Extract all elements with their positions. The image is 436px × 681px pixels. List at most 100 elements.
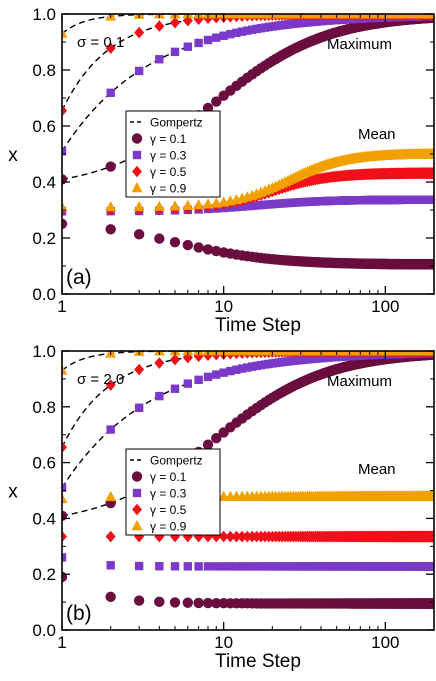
data-point: [218, 530, 229, 543]
gompertz-fit-line: [62, 351, 188, 372]
y-tick-label: 1.0: [32, 342, 56, 361]
panel-label: (a): [66, 266, 92, 289]
legend-label: γ = 0.9: [150, 520, 187, 534]
data-point: [211, 597, 222, 609]
legend: Gompertz γ = 0.1 γ = 0.3 γ = 0.5 γ = 0.9: [125, 110, 221, 198]
legend-entry: γ = 0.1: [131, 132, 187, 146]
data-point: [211, 433, 222, 444]
data-point: [169, 597, 181, 608]
data-point: [134, 561, 144, 571]
data-point: [155, 391, 164, 401]
series-mean-square: [62, 553, 434, 571]
data-point: [237, 202, 247, 211]
x-tick-label: 10: [214, 297, 233, 316]
data-point: [243, 363, 252, 372]
data-point: [428, 14, 434, 19]
gompertz-fit-line: [62, 19, 188, 111]
data-point: [232, 365, 241, 374]
data-point: [212, 33, 221, 42]
data-point: [182, 597, 194, 608]
data-point: [154, 233, 165, 244]
x-tick-label: 10: [214, 633, 233, 652]
y-tick-label: 0.0: [32, 285, 56, 304]
data-point: [202, 244, 214, 255]
annotation-maximum: Maximum: [327, 373, 392, 390]
legend-entry: γ = 0.5: [132, 503, 187, 517]
data-point: [134, 403, 144, 412]
data-point: [62, 492, 68, 504]
data-point: [105, 379, 116, 391]
data-point: [105, 591, 116, 603]
data-point: [62, 530, 67, 543]
legend-label: γ = 0.5: [150, 165, 187, 179]
legend-marker: [131, 133, 143, 144]
data-point: [105, 490, 117, 502]
data-point: [226, 29, 235, 39]
panel-a: 0.0 0.2 0.4 0.6 0.8 1.0 1 10 100 Time Step x (a) σ =…: [8, 5, 435, 336]
legend-entry: Gompertz: [130, 116, 203, 130]
data-point: [252, 201, 261, 210]
data-point: [62, 218, 68, 230]
data-point: [231, 530, 242, 543]
legend-entry: γ = 0.1: [131, 470, 187, 484]
legend-entry: Gompertz: [130, 454, 203, 468]
data-point: [202, 198, 214, 209]
data-point: [133, 595, 145, 606]
legend-marker: [131, 471, 143, 482]
data-point: [62, 147, 67, 156]
data-point: [194, 375, 203, 385]
x-axis-label: Time Step: [215, 651, 301, 672]
data-point: [226, 366, 235, 376]
data-point: [169, 200, 181, 211]
gompertz-fit-line: [62, 46, 189, 152]
data-point: [203, 562, 213, 571]
data-point: [106, 561, 115, 570]
gompertz-fit-line: [62, 356, 188, 448]
legend-marker: [132, 150, 142, 160]
series-mean-triangle: [62, 490, 434, 504]
data-point: [243, 202, 252, 211]
legend-label: γ = 0.1: [150, 470, 187, 484]
data-point: [429, 167, 434, 179]
y-tick-label: 0.4: [32, 173, 56, 192]
data-point: [243, 26, 252, 35]
x-tick-label: 1: [57, 633, 66, 652]
data-point: [247, 562, 257, 571]
data-point: [153, 200, 165, 211]
data-point: [428, 259, 434, 270]
data-point: [225, 530, 236, 543]
data-point: [428, 490, 434, 501]
data-point: [105, 530, 116, 543]
data-point: [202, 597, 214, 609]
legend-box: [125, 110, 221, 198]
data-point: [237, 27, 247, 36]
legend: Gompertz γ = 0.1 γ = 0.3 γ = 0.5 γ = 0.9: [125, 448, 221, 536]
data-point: [247, 25, 257, 34]
data-point: [219, 368, 228, 377]
series-mean-triangle: [62, 148, 434, 212]
legend-entry: γ = 0.3: [132, 149, 187, 163]
y-tick-label: 1.0: [32, 5, 56, 24]
data-point: [247, 201, 257, 211]
data-point: [183, 379, 193, 388]
data-point: [219, 31, 228, 40]
data-point: [133, 200, 145, 212]
data-point: [428, 148, 434, 159]
data-point: [134, 26, 145, 39]
data-point: [252, 24, 261, 34]
data-point: [203, 372, 213, 382]
data-point: [154, 596, 165, 608]
x-axis-label: Time Step: [215, 315, 301, 336]
series-mean-diamond: [62, 530, 434, 543]
legend-box: [125, 448, 221, 536]
data-point: [62, 441, 67, 454]
annotation-mean: Mean: [358, 461, 396, 478]
data-point: [62, 201, 68, 212]
sigma-label: σ = 0.1: [77, 34, 124, 51]
data-point: [170, 384, 180, 393]
legend-label: γ = 0.5: [150, 503, 187, 517]
data-point: [105, 224, 116, 235]
data-point: [155, 55, 164, 64]
data-point: [105, 161, 116, 172]
legend-label: γ = 0.1: [150, 132, 187, 146]
